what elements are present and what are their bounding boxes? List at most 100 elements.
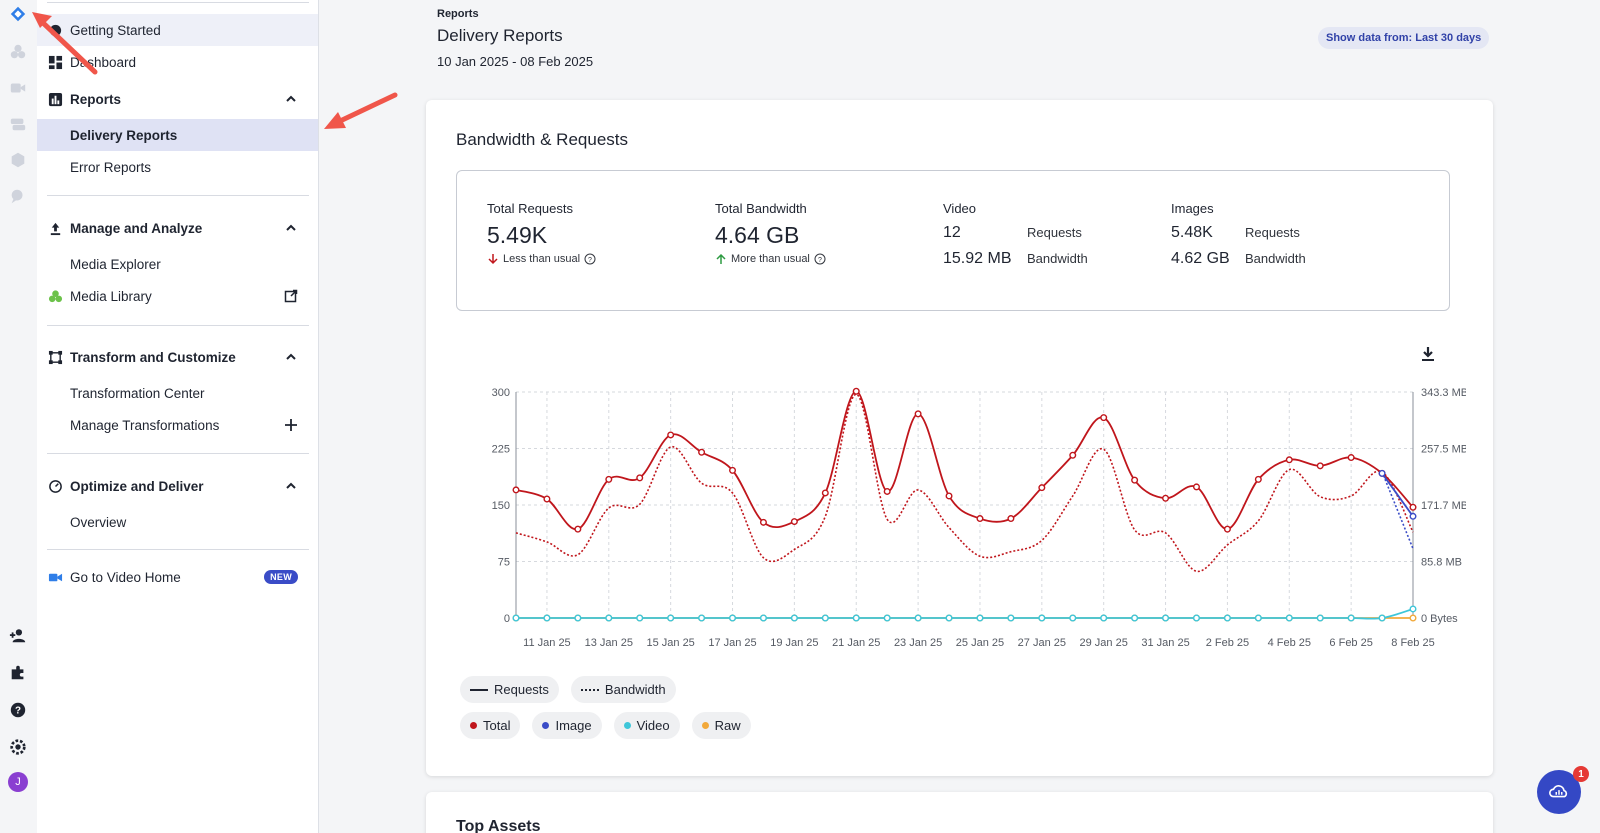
svg-text:?: ? bbox=[15, 706, 21, 717]
data-point-total bbox=[759, 518, 767, 526]
sidebar-section-transform-customize[interactable]: Transform and Customize bbox=[37, 341, 318, 373]
data-point-video bbox=[512, 614, 520, 622]
sidebar-item-manage-transformations[interactable]: Manage Transformations bbox=[37, 409, 318, 441]
y-tick-label: 75 bbox=[498, 557, 510, 569]
puzzle-icon[interactable] bbox=[8, 663, 28, 683]
sidebar-item-error-reports[interactable]: Error Reports bbox=[37, 151, 318, 183]
help-circle-icon[interactable]: ? bbox=[814, 253, 826, 265]
data-point-video bbox=[759, 614, 767, 622]
x-tick-label: 6 Feb 25 bbox=[1329, 637, 1372, 649]
arrow-up-icon bbox=[716, 253, 726, 264]
layers-icon[interactable] bbox=[8, 114, 28, 134]
data-point-video bbox=[1038, 614, 1046, 622]
data-point-video bbox=[1223, 614, 1231, 622]
help-icon[interactable]: ? bbox=[8, 700, 28, 720]
stat-delta: More than usual ? bbox=[715, 253, 826, 265]
avatar[interactable]: J bbox=[8, 772, 28, 792]
stat-value: 5.49K bbox=[487, 222, 548, 248]
icon-rail: ? J bbox=[0, 0, 37, 833]
new-badge: NEW bbox=[264, 570, 298, 584]
sidebar-item-getting-started[interactable]: Getting Started bbox=[37, 14, 318, 46]
stat-total-requests: Total Requests 5.49K Less than usual ? bbox=[487, 201, 596, 265]
sidebar-item-media-explorer[interactable]: Media Explorer bbox=[37, 248, 318, 280]
svg-text:?: ? bbox=[818, 257, 822, 264]
plus-icon[interactable] bbox=[284, 418, 298, 432]
sidebar-item-label: Media Library bbox=[70, 288, 152, 304]
add-user-icon[interactable] bbox=[8, 626, 28, 646]
data-point-total bbox=[1254, 475, 1262, 483]
data-point-total bbox=[945, 492, 953, 500]
data-point-total bbox=[852, 387, 860, 395]
stats-panel: Total Requests 5.49K Less than usual ? T… bbox=[456, 170, 1450, 311]
data-point-video bbox=[605, 614, 613, 622]
video-icon[interactable] bbox=[8, 78, 28, 98]
sidebar-item-video-home[interactable]: Go to Video Home NEW bbox=[37, 561, 318, 593]
sidebar-item-delivery-reports[interactable]: Delivery Reports bbox=[37, 119, 318, 151]
sidebar-item-label: Media Explorer bbox=[70, 256, 161, 272]
data-point-raw bbox=[1409, 614, 1417, 622]
data-point-video bbox=[976, 614, 984, 622]
sidebar-divider bbox=[47, 325, 309, 326]
sidebar-item-label: Transformation Center bbox=[70, 385, 205, 401]
data-point-total bbox=[1007, 515, 1015, 523]
data-point-total bbox=[574, 525, 582, 533]
chevron-up-icon[interactable] bbox=[284, 479, 298, 493]
date-range-button[interactable]: Show data from: Last 30 days bbox=[1318, 27, 1490, 49]
legend-label: Raw bbox=[714, 718, 741, 733]
data-point-total bbox=[976, 515, 984, 523]
chat-icon[interactable] bbox=[8, 186, 28, 206]
x-tick-label: 17 Jan 25 bbox=[708, 637, 756, 649]
help-circle-icon[interactable]: ? bbox=[584, 253, 596, 265]
sidebar-item-transformation-center[interactable]: Transformation Center bbox=[37, 377, 318, 409]
sidebar-section-reports[interactable]: Reports bbox=[37, 83, 318, 115]
legend-video[interactable]: Video bbox=[613, 712, 680, 739]
sidebar-item-label: Delivery Reports bbox=[70, 127, 178, 143]
data-point-total bbox=[698, 448, 706, 456]
sidebar-item-overview[interactable]: Overview bbox=[37, 506, 318, 538]
y-tick-label: 225 bbox=[492, 444, 510, 456]
legend-image[interactable]: Image bbox=[532, 712, 602, 739]
legend-bandwidth[interactable]: Bandwidth bbox=[570, 676, 676, 703]
dashboard-icon bbox=[47, 54, 63, 70]
legend-dot bbox=[542, 722, 550, 729]
sidebar-item-label: Manage Transformations bbox=[70, 417, 220, 433]
sidebar-section-label: Optimize and Deliver bbox=[70, 478, 204, 494]
sidebar-section-optimize-deliver[interactable]: Optimize and Deliver bbox=[37, 470, 318, 502]
legend-total[interactable]: Total bbox=[460, 712, 521, 739]
series-line-total-requests bbox=[515, 390, 1414, 531]
legend-label: Total bbox=[483, 718, 511, 733]
solid-line-icon bbox=[470, 688, 488, 691]
chevron-up-icon[interactable] bbox=[284, 221, 298, 235]
breadcrumb[interactable]: Reports bbox=[437, 8, 479, 20]
x-tick-label: 11 Jan 25 bbox=[523, 637, 571, 649]
external-link-icon[interactable] bbox=[284, 289, 298, 303]
data-point-total bbox=[512, 486, 520, 494]
assets-icon[interactable] bbox=[8, 42, 28, 62]
data-point-video bbox=[1131, 614, 1139, 622]
legend-raw[interactable]: Raw bbox=[691, 712, 751, 739]
card-title: Bandwidth & Requests bbox=[456, 130, 628, 149]
annotation-arrow-delivery bbox=[335, 92, 398, 125]
stat-value: 4.64 GB bbox=[715, 222, 800, 248]
data-point-video bbox=[1192, 614, 1200, 622]
data-point-total bbox=[790, 518, 798, 526]
chevron-up-icon[interactable] bbox=[284, 92, 298, 106]
data-point-video bbox=[1007, 614, 1015, 622]
card-title: Top Assets bbox=[456, 818, 541, 833]
download-icon[interactable] bbox=[1419, 345, 1437, 363]
sidebar-item-dashboard[interactable]: Dashboard bbox=[37, 46, 318, 78]
settings-icon[interactable] bbox=[8, 737, 28, 757]
chevron-up-icon[interactable] bbox=[284, 350, 298, 364]
cube-icon[interactable] bbox=[8, 150, 28, 170]
data-point-total bbox=[729, 466, 737, 474]
logo-icon[interactable] bbox=[8, 4, 28, 24]
sidebar-item-media-library[interactable]: Media Library bbox=[37, 280, 318, 312]
bandwidth-requests-chart[interactable]: 0 0 Bytes 75 85.8 MB 150 171.7 MB 225 257.5 MB 3… bbox=[456, 330, 1466, 660]
legend-dot bbox=[623, 722, 631, 729]
sidebar-section-manage-analyze[interactable]: Manage and Analyze bbox=[37, 212, 318, 244]
y-tick-label: 0 bbox=[504, 613, 510, 625]
cloud-icon bbox=[1549, 785, 1568, 798]
sidebar-section-label: Transform and Customize bbox=[70, 349, 236, 365]
legend-requests[interactable]: Requests bbox=[460, 676, 559, 703]
data-point-total bbox=[821, 489, 829, 497]
